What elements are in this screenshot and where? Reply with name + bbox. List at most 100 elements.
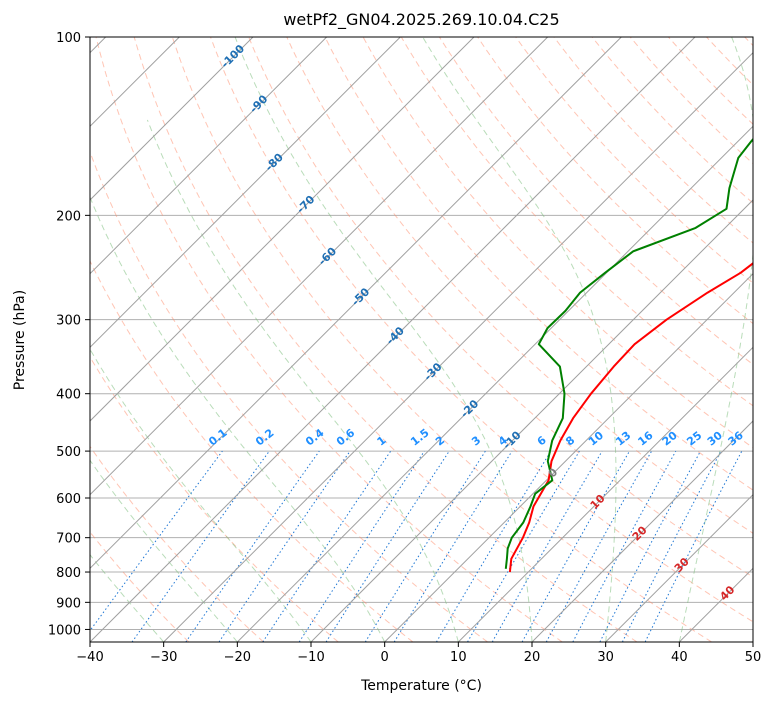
moist-adiabat-line bbox=[90, 196, 386, 642]
dry-adiabat-line bbox=[133, 37, 638, 642]
x-tick-label: −10 bbox=[297, 650, 324, 665]
isotherm-line bbox=[90, 37, 696, 642]
isotherm-line bbox=[90, 37, 401, 349]
moist-adiabat-line bbox=[678, 37, 753, 642]
isotherm-label: -60 bbox=[316, 245, 339, 268]
y-tick-label: 100 bbox=[56, 31, 81, 46]
isotherm-line bbox=[90, 37, 549, 496]
y-tick-label: 700 bbox=[56, 532, 81, 547]
mixing-ratio-line bbox=[185, 450, 320, 642]
isotherm-label: 40 bbox=[717, 583, 737, 603]
mixing-ratio-label: 30 bbox=[705, 429, 725, 449]
mixing-ratio-label: 8 bbox=[563, 433, 577, 448]
x-axis-label: Temperature (°C) bbox=[361, 678, 482, 694]
moist-adiabat-line bbox=[422, 37, 617, 642]
chart-title: wetPf2_GN04.2025.269.10.04.C25 bbox=[283, 10, 560, 29]
mixing-ratio-label: 3 bbox=[469, 433, 483, 448]
y-tick-label: 400 bbox=[56, 388, 81, 403]
isotherm-line bbox=[384, 272, 753, 642]
sounding-series bbox=[504, 137, 753, 573]
x-tick-label: 50 bbox=[745, 650, 762, 665]
moist-adiabats bbox=[90, 37, 753, 642]
isotherm-line bbox=[605, 493, 753, 642]
isotherm-line bbox=[678, 567, 753, 642]
mixing-ratio-line bbox=[262, 450, 392, 642]
isotherm-line bbox=[752, 641, 753, 642]
dry-adiabat-line bbox=[591, 37, 753, 204]
mixing-ratio-line bbox=[325, 450, 450, 642]
moist-adiabat-line bbox=[90, 459, 238, 642]
mixing-ratio-label: 16 bbox=[635, 429, 655, 449]
dry-adiabats bbox=[90, 37, 753, 642]
mixing-ratio-line bbox=[90, 450, 223, 632]
plot-frame bbox=[89, 36, 754, 643]
y-axis-label: Pressure (hPa) bbox=[12, 289, 28, 391]
dry-adiabat-line bbox=[324, 37, 753, 491]
isotherm-line bbox=[457, 346, 753, 642]
mixing-ratio-line bbox=[521, 450, 630, 642]
y-axis: 100 200 300 400 500 600 700 800 900 1000 bbox=[48, 31, 90, 638]
y-tick-label: 300 bbox=[56, 314, 81, 329]
y-tick-label: 200 bbox=[56, 209, 81, 224]
isotherm-line bbox=[531, 420, 753, 642]
dry-adiabat-line bbox=[90, 445, 264, 642]
x-tick-label: −40 bbox=[76, 650, 103, 665]
y-tick-label: 500 bbox=[56, 445, 81, 460]
x-tick-label: −30 bbox=[150, 650, 177, 665]
mixing-ratio-line bbox=[298, 450, 425, 642]
mixing-ratio-line bbox=[131, 450, 270, 642]
moist-adiabat-line bbox=[90, 553, 165, 642]
x-tick-label: 0 bbox=[381, 650, 389, 665]
mixing-ratio-label: 1.5 bbox=[408, 426, 431, 448]
dry-adiabat-line bbox=[668, 37, 753, 125]
x-tick-label: 40 bbox=[671, 650, 688, 665]
dry-adiabat-line bbox=[90, 531, 190, 642]
mixing-ratio-line bbox=[393, 450, 513, 642]
mixing-ratio-line bbox=[435, 450, 552, 642]
mixing-ratio-label: 25 bbox=[684, 429, 704, 449]
y-tick-label: 800 bbox=[56, 566, 81, 581]
mixing-ratio-label: 10 bbox=[586, 429, 606, 449]
isotherm-line bbox=[90, 37, 254, 201]
mixing-ratio-label: 0.4 bbox=[303, 426, 327, 448]
dry-adiabat-line bbox=[477, 37, 753, 325]
x-axis: −40 −30 −20 −10 0 10 20 30 40 50 bbox=[76, 642, 761, 665]
mixing-ratio-line bbox=[599, 450, 701, 642]
dry-adiabat-line bbox=[286, 37, 753, 534]
isotherm-line bbox=[163, 51, 753, 642]
isotherm-line bbox=[90, 37, 328, 275]
mixing-ratio-line bbox=[218, 450, 351, 642]
isotherm-line bbox=[90, 37, 475, 422]
dry-adiabat-line bbox=[248, 37, 753, 578]
y-tick-label: 1000 bbox=[48, 623, 81, 638]
isotherm-label: 20 bbox=[630, 523, 650, 543]
dry-adiabat-line bbox=[515, 37, 753, 284]
moist-adiabat-line bbox=[90, 348, 312, 642]
dry-adiabat-line bbox=[706, 37, 753, 86]
mixing-ratio-line bbox=[572, 450, 677, 642]
dry-adiabat-line bbox=[90, 150, 488, 642]
mixing-ratio-line bbox=[644, 450, 743, 642]
mixing-ratio-label: 1 bbox=[375, 434, 389, 449]
x-tick-label: 20 bbox=[524, 650, 541, 665]
dry-adiabat-line bbox=[95, 37, 563, 642]
mixing-ratio-lines bbox=[90, 450, 743, 642]
x-tick-label: 10 bbox=[450, 650, 467, 665]
mixing-ratio-line bbox=[364, 450, 486, 642]
moist-adiabat-line bbox=[146, 119, 459, 642]
isotherm-label: -30 bbox=[421, 360, 444, 383]
y-tick-label: 900 bbox=[56, 596, 81, 611]
mixing-ratio-line bbox=[545, 450, 653, 642]
temperature-line bbox=[508, 262, 753, 573]
dewpoint-line bbox=[504, 137, 753, 569]
isobar-grid bbox=[90, 37, 753, 630]
dry-adiabat-line bbox=[210, 37, 753, 623]
dry-adiabat-line bbox=[90, 356, 339, 642]
isotherm-line bbox=[90, 37, 622, 570]
x-tick-label: 30 bbox=[597, 650, 614, 665]
isotherm-label: -80 bbox=[263, 150, 286, 173]
dry-adiabat-line bbox=[744, 37, 753, 47]
